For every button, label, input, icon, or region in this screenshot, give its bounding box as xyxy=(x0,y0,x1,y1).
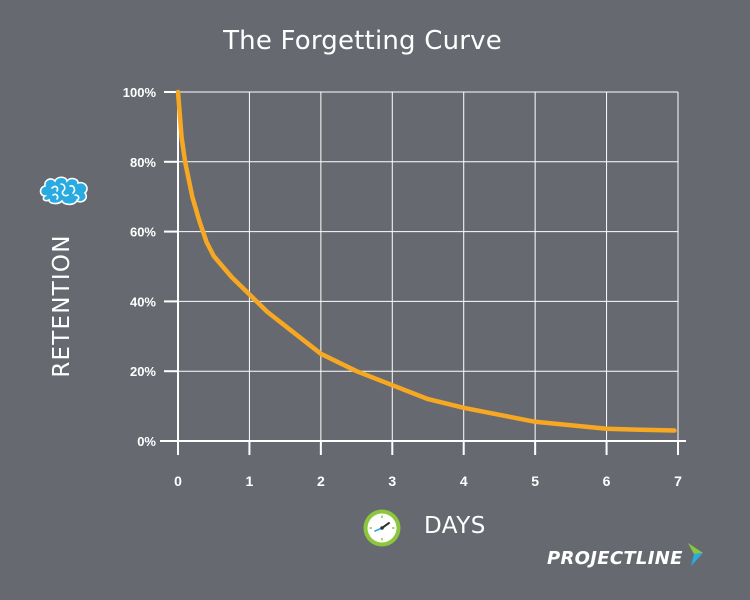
x-tick-label: 1 xyxy=(246,473,254,489)
logo-arrow-icon xyxy=(687,542,703,566)
x-tick-label: 5 xyxy=(531,473,539,489)
projectline-logo: PROJECTLINE xyxy=(547,542,705,569)
x-axis-label: DAYS xyxy=(424,513,486,539)
x-tick-label: 2 xyxy=(317,473,325,489)
clock-icon xyxy=(362,508,402,553)
x-tick-label: 7 xyxy=(674,473,682,489)
x-tick-label: 4 xyxy=(460,473,468,489)
x-tick-label: 0 xyxy=(174,473,182,489)
brain-icon xyxy=(39,176,91,211)
y-tick-label: 0% xyxy=(137,434,156,449)
x-tick-label: 3 xyxy=(388,473,396,489)
y-tick-label: 100% xyxy=(123,85,157,100)
x-tick-label: 6 xyxy=(603,473,611,489)
y-tick-label: 40% xyxy=(130,294,156,309)
y-tick-label: 60% xyxy=(130,225,156,240)
axes xyxy=(160,91,686,455)
grid-lines xyxy=(178,91,679,441)
y-tick-label: 80% xyxy=(130,155,156,170)
curve-layer xyxy=(175,89,677,433)
y-tick-label: 20% xyxy=(130,364,156,379)
tick-labels: 0 1 2 3 4 5 6 7 0% 20% 40% 60% 80% 100% xyxy=(123,85,682,489)
chart-title: The Forgetting Curve xyxy=(223,26,502,56)
y-axis-label: RETENTION xyxy=(49,234,75,378)
forgetting-curve-line xyxy=(175,89,677,433)
logo-text: PROJECTLINE xyxy=(547,548,683,569)
